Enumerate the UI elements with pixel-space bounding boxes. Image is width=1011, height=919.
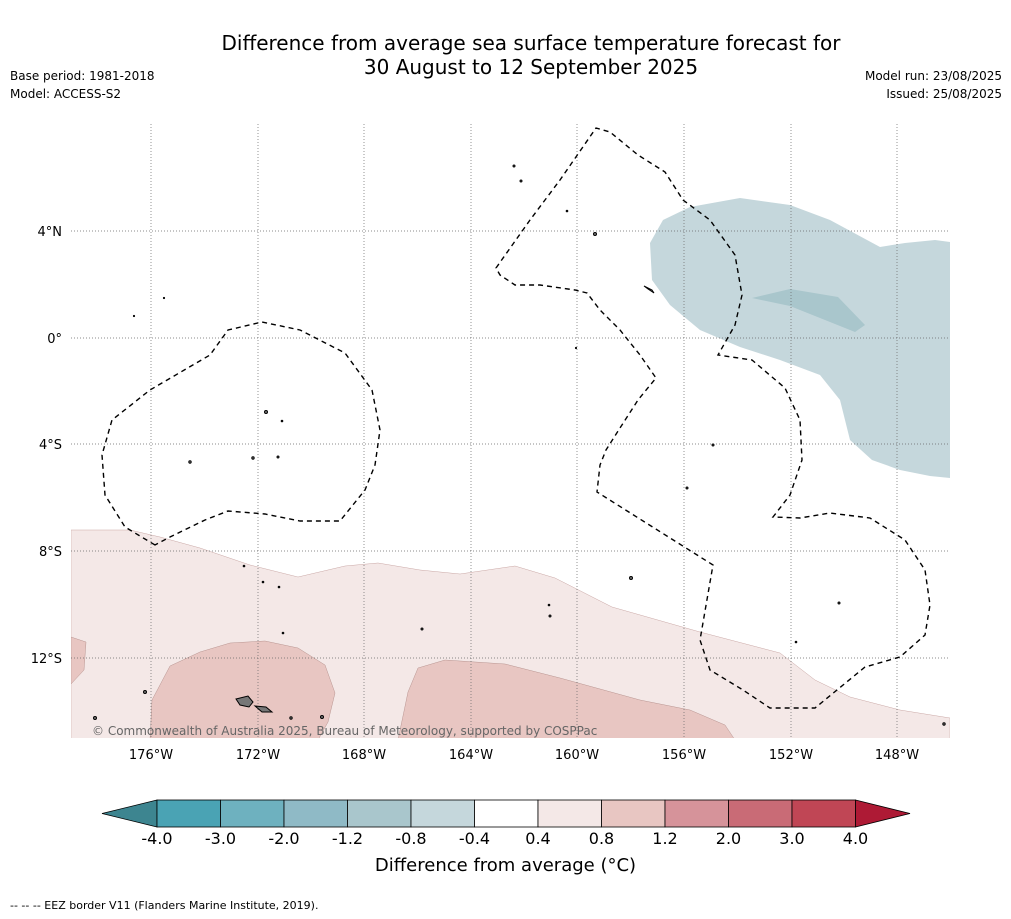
warm-anomaly-mid-region-edge xyxy=(71,636,87,685)
colorbar-swatch xyxy=(664,799,729,828)
longitude-label: 152°W xyxy=(769,748,813,763)
warm-anomaly-mid-region-west xyxy=(149,640,336,738)
colorbar-swatch xyxy=(156,799,221,828)
eez-borders xyxy=(101,127,931,709)
colorbar-tick-label: 0.8 xyxy=(589,829,614,848)
islands xyxy=(93,164,946,726)
longitude-label: 156°W xyxy=(662,748,706,763)
latitude-label: 8°S xyxy=(39,545,62,560)
colorbar-tick-label: 3.0 xyxy=(779,829,804,848)
latitude-label: 4°S xyxy=(39,438,62,453)
colorbar-tick-label: -4.0 xyxy=(141,829,172,848)
colorbar-swatch xyxy=(220,799,285,828)
model-run: Model run: 23/08/2025 xyxy=(864,69,1002,83)
colorbar-swatch xyxy=(283,799,348,828)
colorbar-swatch xyxy=(537,799,602,828)
longitude-label: 160°W xyxy=(555,748,599,763)
colorbar-swatch xyxy=(410,799,475,828)
latitude-label: 12°S xyxy=(31,652,62,667)
longitude-label: 176°W xyxy=(129,748,173,763)
colorbar-tick-label: -0.4 xyxy=(459,829,490,848)
model-name: Model: ACCESS-S2 xyxy=(10,87,122,101)
meta-left: Base period: 1981-2018 Model: ACCESS-S2 xyxy=(10,67,155,103)
colorbar-tick-label: 2.0 xyxy=(716,829,741,848)
meta-right: Model run: 23/08/2025 Issued: 25/08/2025 xyxy=(865,67,1002,103)
latitude-label: 4°N xyxy=(38,225,63,240)
cool-anomaly-mid-region xyxy=(752,289,865,332)
colorbar-swatch xyxy=(474,799,539,828)
colorbar-swatch xyxy=(728,799,793,828)
title-line-1: Difference from average sea surface temp… xyxy=(221,31,841,55)
samoa-upolu-island xyxy=(253,705,274,713)
latitude-label: 0° xyxy=(47,332,62,347)
colorbar-extend-low xyxy=(101,799,158,828)
copyright-notice: © Commonwealth of Australia 2025, Bureau… xyxy=(92,724,598,738)
base-period: Base period: 1981-2018 xyxy=(10,69,155,83)
map-title: Difference from average sea surface temp… xyxy=(0,31,1011,79)
colorbar-tick-label: 0.4 xyxy=(525,829,550,848)
colorbar-tick-label: -1.2 xyxy=(332,829,363,848)
colorbar-swatch xyxy=(347,799,412,828)
colorbar-swatch xyxy=(791,799,856,828)
samoa-savaii-island xyxy=(235,695,254,708)
longitude-label: 164°W xyxy=(449,748,493,763)
colorbar-label: Difference from average (°C) xyxy=(374,855,637,876)
warm-anomaly-mid-region-east xyxy=(398,659,734,738)
colorbar-tick-label: -0.8 xyxy=(395,829,426,848)
issued-date: Issued: 25/08/2025 xyxy=(886,87,1002,101)
colorbar-tick-label: -2.0 xyxy=(268,829,299,848)
colorbar-tick-label: -3.0 xyxy=(205,829,236,848)
map-gridlines xyxy=(71,124,950,738)
longitude-label: 168°W xyxy=(342,748,386,763)
title-line-2: 30 August to 12 September 2025 xyxy=(363,55,699,79)
eez-border-tokelau-west xyxy=(101,321,381,546)
colorbar-extend-high xyxy=(855,799,911,828)
colorbar-tick-label: 4.0 xyxy=(843,829,868,848)
colorbar-tick-label: 1.2 xyxy=(652,829,677,848)
colorbar: -4.0 -3.0 -2.0 -1.2 -0.8 -0.4 0.4 0.8 1.2 2.0 3.0 4… xyxy=(101,799,911,848)
eez-footer-note: -- -- -- EEZ border V11 (Flanders Marine… xyxy=(10,899,319,912)
longitude-label: 172°W xyxy=(236,748,280,763)
colorbar-swatch xyxy=(601,799,666,828)
longitude-label: 148°W xyxy=(875,748,919,763)
